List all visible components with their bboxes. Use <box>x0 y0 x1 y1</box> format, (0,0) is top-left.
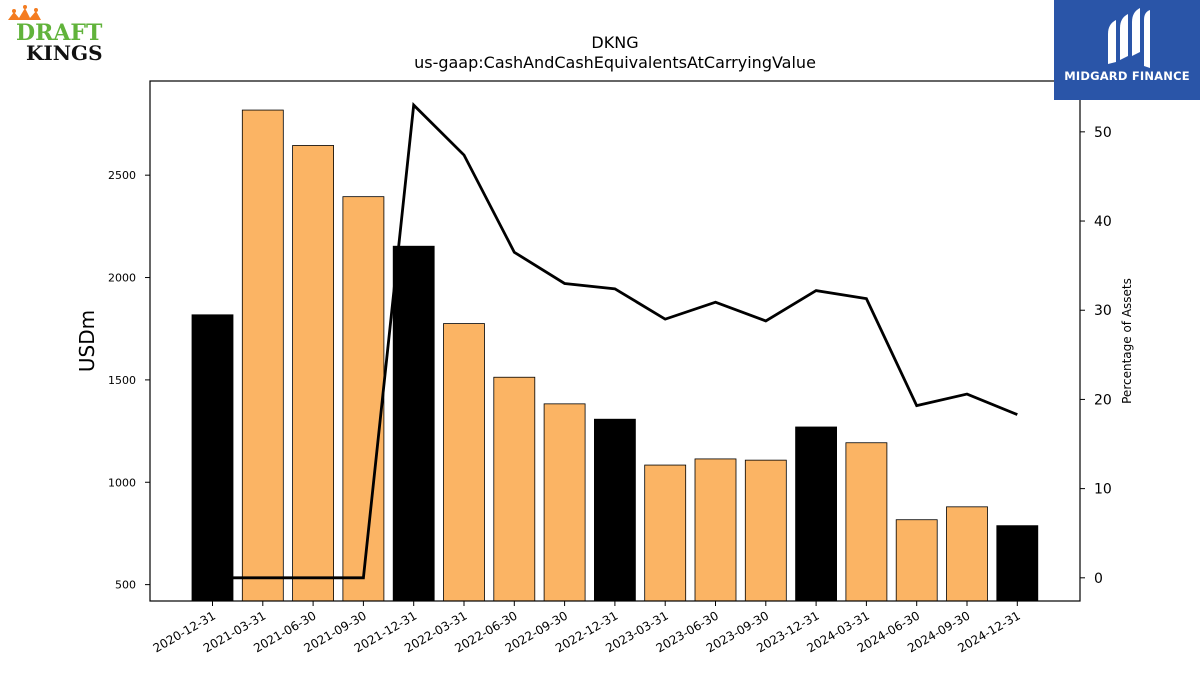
bar-2023-09-30 <box>744 459 787 602</box>
y-left-tick-label: 2500 <box>108 169 136 182</box>
y-right-tick-label: 50 <box>1094 125 1112 141</box>
midgard-finance-logo: MIDGARD FINANCE <box>1054 0 1200 100</box>
bar-2022-03-31 <box>443 323 485 602</box>
y-left-tick-label: 1500 <box>108 374 136 387</box>
midgard-finance-text: MIDGARD FINANCE <box>1064 69 1190 83</box>
midgard-mark-icon <box>1108 8 1150 68</box>
bar-2020-12-31 <box>191 314 234 602</box>
y-right-tick-label: 10 <box>1094 482 1112 498</box>
bar-2022-09-30 <box>543 403 586 602</box>
bar-2022-06-30 <box>493 376 536 602</box>
x-axis-ticks: 2020-12-312021-03-312021-06-302021-09-30… <box>151 601 1023 655</box>
crown-icon <box>8 5 41 20</box>
chart-subtitle: us-gaap:CashAndCashEquivalentsAtCarrying… <box>414 53 816 72</box>
bar-2024-09-30 <box>946 506 988 602</box>
y-right-tick-label: 40 <box>1094 214 1112 230</box>
y-left-tick-label: 2000 <box>108 272 136 285</box>
y-left-tick-label: 1000 <box>108 476 136 489</box>
bar-2021-09-30 <box>342 196 385 602</box>
y-axis-right-ticks: 0 10 20 30 40 50 <box>1080 125 1112 587</box>
y-axis-right-label: Percentage of Assets <box>1120 278 1134 404</box>
bar-2024-03-31 <box>845 442 888 602</box>
y-left-tick-label: 500 <box>115 579 136 592</box>
line-series <box>212 102 1018 580</box>
percentage-line <box>212 102 1018 580</box>
y-axis-left-ticks: 500 1000 1500 2000 2500 <box>108 169 150 592</box>
bar-2023-12-31 <box>795 426 837 602</box>
y-right-tick-label: 30 <box>1094 303 1112 319</box>
y-axis-left-label: USDm <box>75 310 99 372</box>
logo-text-line1: DRAFT <box>16 20 103 46</box>
bar-2022-12-31 <box>594 418 636 602</box>
plot-frame <box>149 80 1081 602</box>
bar-2021-06-30 <box>292 145 335 602</box>
y-right-tick-label: 0 <box>1094 571 1103 587</box>
bar-series <box>191 109 1039 602</box>
draftkings-logo: DRAFT KINGS <box>6 4 122 66</box>
bar-2021-12-31 <box>392 245 435 602</box>
bar-2021-03-31 <box>241 109 284 602</box>
bar-2024-06-30 <box>895 519 938 602</box>
bar-2024-12-31 <box>996 525 1039 602</box>
bar-2023-03-31 <box>644 464 687 602</box>
logo-text-line2: KINGS <box>26 41 103 65</box>
bar-2023-06-30 <box>694 458 737 602</box>
chart-title: DKNG <box>591 33 638 52</box>
y-right-tick-label: 20 <box>1094 392 1112 408</box>
